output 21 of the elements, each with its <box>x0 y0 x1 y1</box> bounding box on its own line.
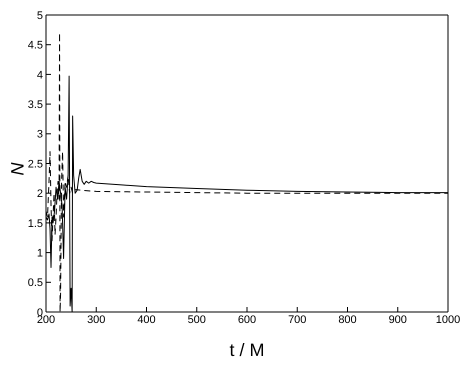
x-tick-label: 400 <box>137 314 156 326</box>
x-tick-label: 800 <box>338 314 357 326</box>
y-axis-title: N <box>6 162 28 178</box>
y-tick-label: 1 <box>36 248 43 260</box>
y-tick-label: 3.5 <box>28 99 43 112</box>
x-tick-label: 600 <box>238 314 256 326</box>
x-tick-label: 700 <box>288 314 306 326</box>
y-tick-label: 3 <box>36 128 43 141</box>
y-tick-label: 0.5 <box>28 277 43 290</box>
x-tick-label: 500 <box>188 314 206 326</box>
x-tick-label: 200 <box>36 314 56 326</box>
x-tick-label: 300 <box>87 314 106 326</box>
y-tick-label: 1.5 <box>28 218 43 230</box>
x-axis-title: t / M <box>230 340 264 360</box>
x-tick-label: 900 <box>388 314 407 326</box>
y-tick-label: 4 <box>36 69 43 82</box>
y-tick-label: 2 <box>36 188 43 200</box>
y-tick-label: 4.5 <box>28 40 43 52</box>
x-tick-label: 1000 <box>436 314 460 326</box>
y-tick-label: 5 <box>36 10 43 22</box>
y-tick-label: 2.5 <box>28 158 43 170</box>
